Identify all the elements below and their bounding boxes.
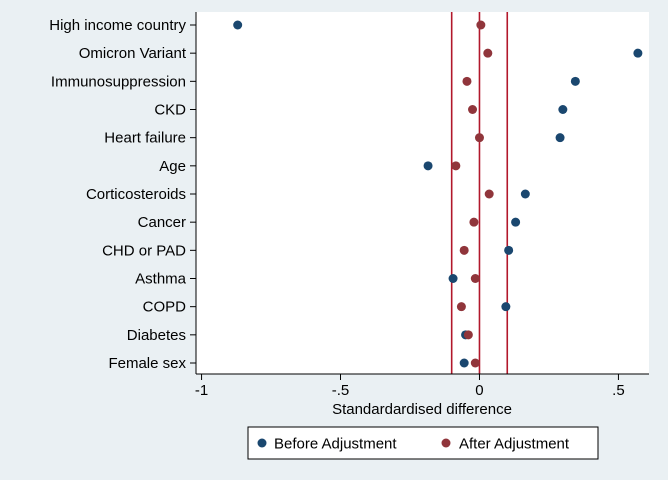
category-label: CKD	[154, 102, 186, 119]
point-before-adjustment	[448, 274, 458, 283]
x-tick-label: 0	[475, 382, 483, 399]
category-label: Heart failure	[104, 130, 186, 147]
point-before-adjustment	[511, 217, 521, 227]
point-after-adjustment	[456, 302, 466, 312]
x-tick-label: .5	[612, 382, 625, 399]
category-label: COPD	[143, 299, 187, 316]
x-tick-label: -1	[195, 382, 208, 399]
point-after-adjustment	[469, 217, 479, 227]
point-after-adjustment	[459, 245, 469, 255]
category-label: Age	[159, 158, 186, 175]
point-before-adjustment	[501, 302, 511, 312]
point-after-adjustment	[483, 48, 493, 58]
point-before-adjustment	[459, 358, 469, 368]
point-after-adjustment	[484, 189, 494, 199]
point-before-adjustment	[558, 105, 568, 114]
category-label: Diabetes	[127, 327, 186, 344]
point-after-adjustment	[470, 274, 480, 283]
category-label: Omicron Variant	[79, 45, 187, 62]
category-label: Corticosteroids	[86, 186, 186, 203]
legend-label-after: After Adjustment	[459, 436, 570, 453]
category-label: Female sex	[108, 355, 186, 372]
category-label: Immunosuppression	[51, 73, 186, 90]
point-before-adjustment	[633, 48, 643, 58]
legend-label-before: Before Adjustment	[274, 436, 397, 453]
plot-area	[196, 12, 649, 374]
point-before-adjustment	[423, 161, 433, 171]
category-label: Asthma	[135, 271, 187, 288]
legend: Before Adjustment After Adjustment	[247, 426, 599, 460]
point-before-adjustment	[233, 20, 243, 30]
point-after-adjustment	[474, 133, 484, 143]
legend-marker-before	[257, 438, 267, 448]
x-tick-label: -.5	[332, 382, 350, 399]
category-label: Cancer	[138, 214, 186, 231]
category-label: CHD or PAD	[102, 242, 186, 259]
point-after-adjustment	[476, 20, 486, 30]
category-label: High income country	[49, 17, 186, 34]
legend-marker-after	[441, 438, 451, 448]
point-before-adjustment	[504, 245, 514, 255]
x-axis-title: Standardardised difference	[332, 401, 512, 418]
point-after-adjustment	[463, 330, 473, 340]
point-before-adjustment	[520, 189, 530, 199]
point-after-adjustment	[468, 105, 478, 114]
point-after-adjustment	[470, 358, 480, 368]
point-after-adjustment	[451, 161, 461, 171]
legend-box	[247, 426, 599, 460]
point-before-adjustment	[555, 133, 565, 143]
point-before-adjustment	[570, 76, 580, 86]
point-after-adjustment	[462, 76, 472, 86]
